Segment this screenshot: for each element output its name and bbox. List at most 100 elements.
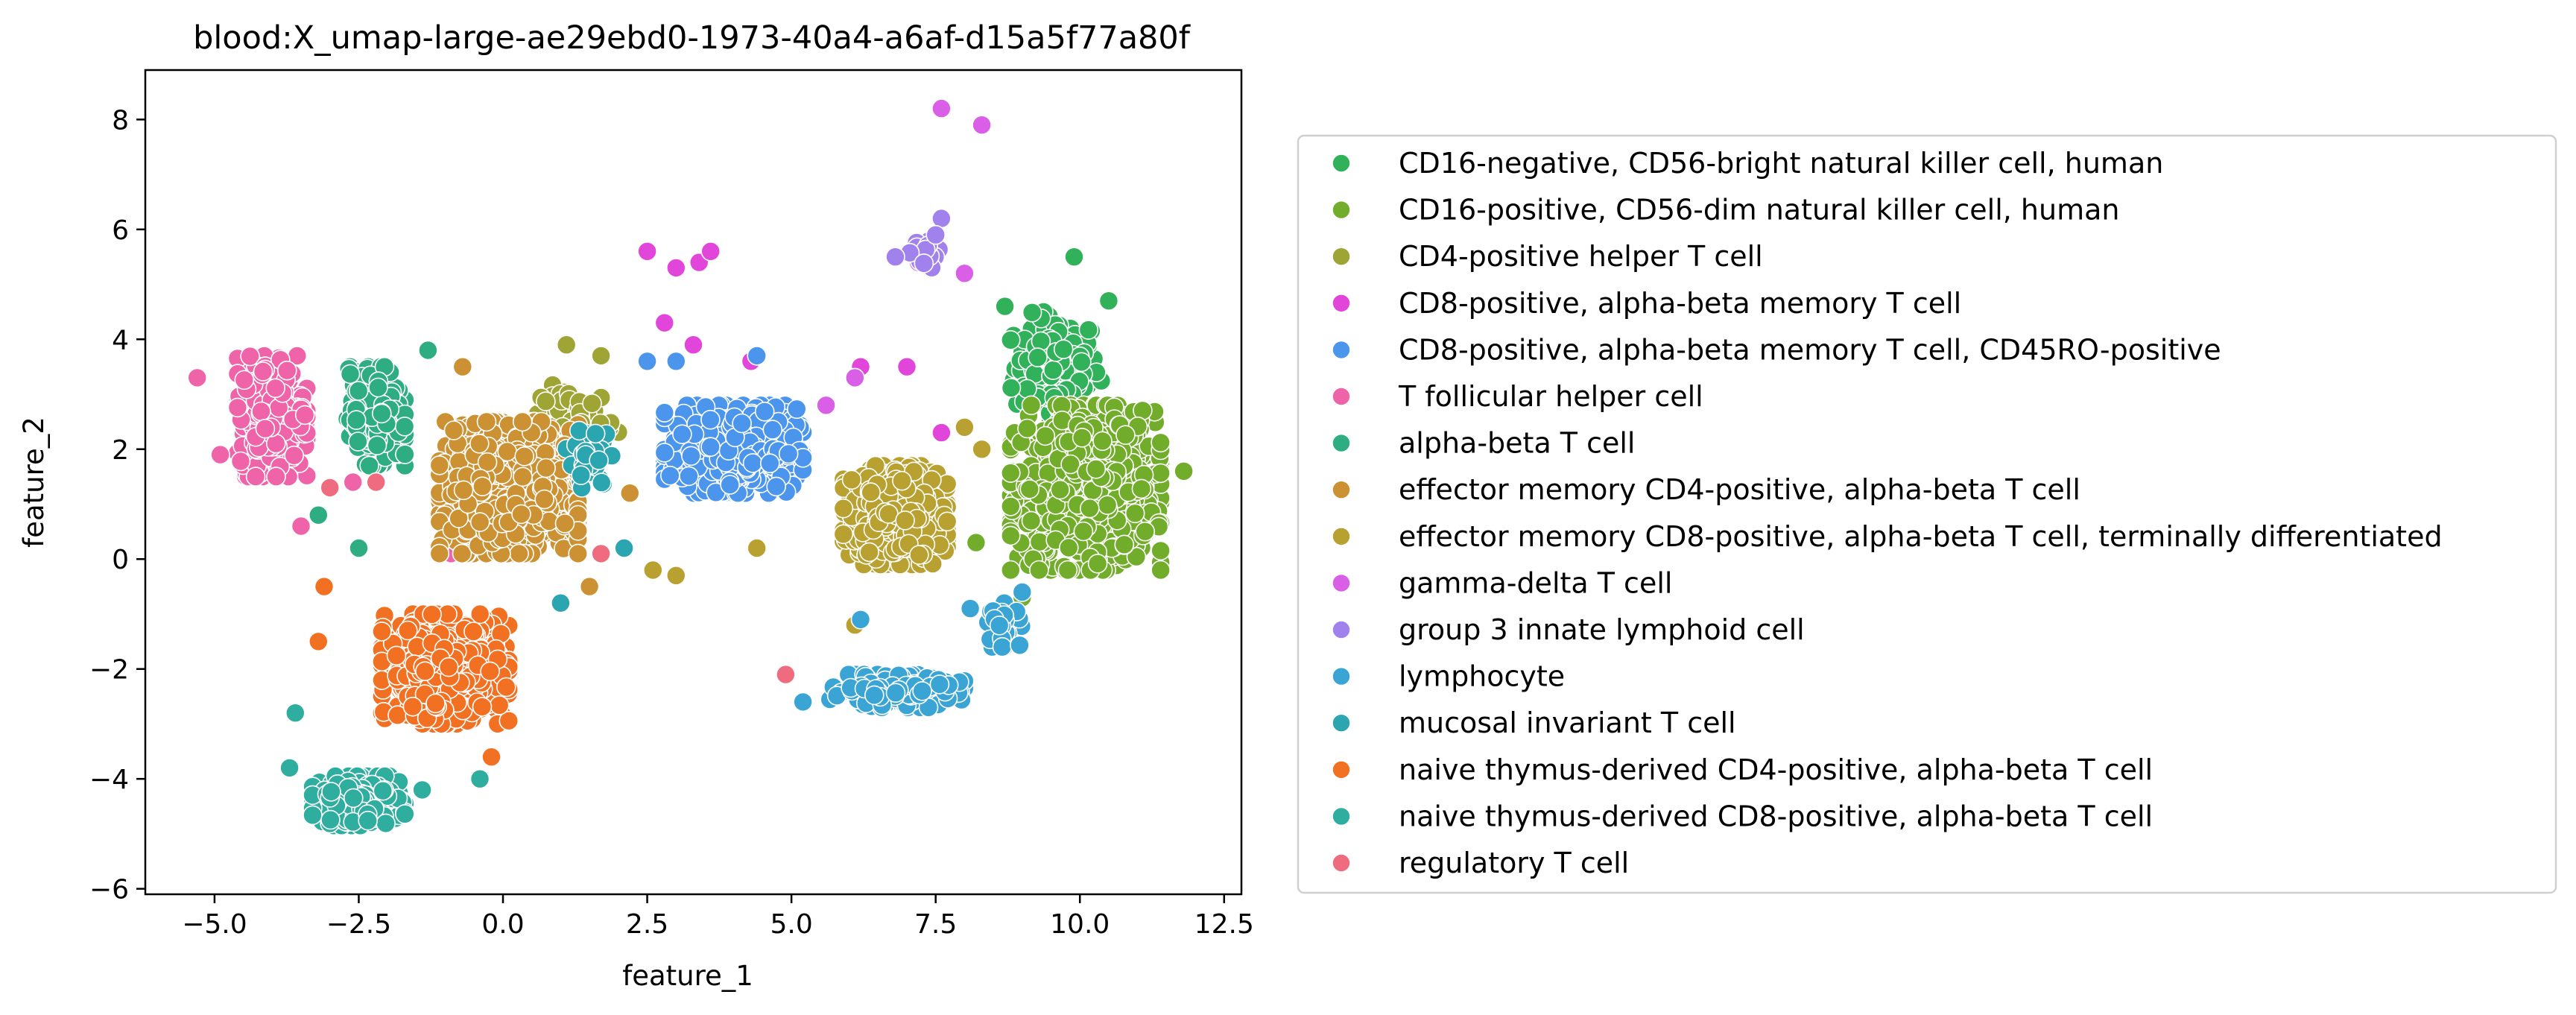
- point-series-1: [1029, 560, 1049, 581]
- point-series-9: [955, 263, 975, 284]
- point-series-1: [1080, 498, 1100, 519]
- point-series-7: [509, 543, 529, 564]
- point-series-7: [469, 512, 490, 532]
- point-series-9: [931, 98, 952, 118]
- point-series-4: [787, 399, 807, 420]
- point-series-0: [1001, 329, 1021, 350]
- point-series-1: [1135, 521, 1155, 542]
- point-series-1: [1073, 521, 1094, 542]
- point-series-6: [340, 364, 361, 385]
- point-series-11: [992, 636, 1013, 657]
- point-series-0: [1078, 320, 1099, 340]
- point-series-11: [912, 680, 932, 701]
- point-series-3: [683, 335, 703, 355]
- point-series-4: [681, 446, 701, 467]
- point-series-8: [747, 538, 768, 558]
- point-series-7: [579, 576, 600, 597]
- point-series-1: [1057, 560, 1078, 581]
- point-series-0: [1028, 347, 1048, 367]
- point-series-4: [654, 443, 675, 463]
- point-series-10: [925, 224, 946, 245]
- point-series-0: [995, 296, 1015, 317]
- point-series-1: [1035, 426, 1056, 446]
- chart-title: blood:X_umap-large-ae29ebd0-1973-40a4-a6…: [193, 19, 1191, 57]
- point-series-6: [367, 435, 387, 456]
- point-series-1: [1001, 560, 1021, 581]
- point-series-9: [816, 395, 836, 416]
- data-points: [187, 98, 1194, 836]
- point-series-5: [187, 367, 208, 388]
- point-series-11: [929, 674, 950, 695]
- point-series-6: [371, 403, 392, 424]
- point-series-5: [343, 472, 364, 493]
- point-series-6: [348, 381, 369, 401]
- point-series-9: [845, 367, 865, 388]
- point-series-8: [841, 469, 862, 490]
- point-series-1: [1001, 496, 1021, 516]
- point-series-8: [833, 498, 854, 519]
- point-series-6: [359, 455, 380, 476]
- point-series-8: [665, 565, 686, 586]
- point-series-5: [227, 397, 248, 418]
- point-series-1: [1087, 553, 1108, 574]
- point-series-4: [672, 424, 692, 445]
- point-series-3: [665, 258, 686, 278]
- point-series-7: [452, 543, 472, 564]
- point-series-1: [1086, 458, 1107, 479]
- point-series-5: [276, 360, 297, 381]
- point-series-1: [1151, 432, 1171, 453]
- point-series-12: [614, 538, 634, 558]
- point-series-12: [569, 420, 589, 441]
- point-series-10: [931, 208, 952, 229]
- point-series-1: [966, 532, 987, 553]
- point-series-4: [747, 346, 768, 366]
- point-series-4: [679, 466, 699, 487]
- point-series-11: [1012, 582, 1033, 602]
- point-series-10: [914, 253, 934, 273]
- point-series-11: [989, 615, 1010, 636]
- point-series-7: [511, 504, 531, 525]
- point-series-1: [1131, 478, 1152, 499]
- point-series-4: [766, 476, 786, 497]
- point-series-8: [861, 482, 881, 502]
- point-series-4: [762, 420, 783, 440]
- point-series-7: [443, 420, 464, 440]
- point-series-3: [700, 241, 721, 262]
- point-series-8: [879, 504, 899, 524]
- point-series-8: [937, 511, 958, 532]
- point-series-4: [742, 453, 763, 473]
- point-series-7: [534, 489, 554, 510]
- point-series-4: [637, 351, 657, 372]
- point-series-7: [429, 543, 450, 564]
- point-series-5: [245, 467, 266, 487]
- point-series-1: [1151, 540, 1171, 561]
- point-series-1: [1092, 431, 1113, 452]
- point-series-11: [864, 685, 884, 706]
- point-series-1: [1151, 560, 1171, 581]
- point-series-4: [754, 401, 775, 422]
- point-series-4: [732, 413, 752, 434]
- point-series-0: [1053, 339, 1074, 360]
- point-series-8: [859, 542, 879, 563]
- point-series-6: [394, 416, 415, 437]
- point-series-7: [429, 455, 450, 475]
- point-series-1: [1097, 495, 1118, 516]
- point-series-4: [654, 402, 675, 423]
- point-series-1: [1115, 425, 1136, 446]
- point-series-7: [472, 476, 493, 497]
- point-series-4: [700, 409, 721, 430]
- point-series-8: [642, 560, 663, 581]
- point-series-0: [1072, 352, 1092, 373]
- point-series-7: [476, 411, 497, 432]
- point-series-5: [210, 444, 230, 465]
- point-series-6: [418, 340, 438, 361]
- point-series-1: [1050, 479, 1070, 500]
- point-series-11: [850, 609, 871, 630]
- point-series-0: [1064, 247, 1084, 268]
- point-series-10: [885, 247, 905, 268]
- point-series-1: [1001, 463, 1021, 483]
- point-series-7: [554, 513, 575, 534]
- point-series-3: [931, 423, 952, 443]
- point-series-6: [308, 505, 329, 525]
- point-series-4: [665, 351, 686, 372]
